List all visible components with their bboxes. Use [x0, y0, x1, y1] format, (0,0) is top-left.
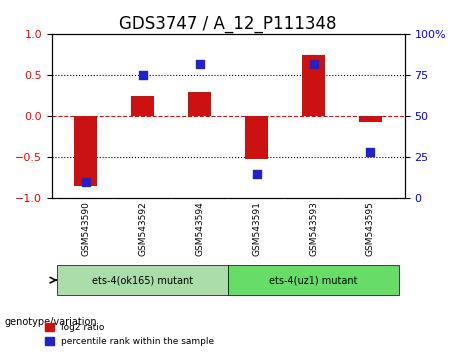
FancyBboxPatch shape — [228, 266, 399, 295]
Title: GDS3747 / A_12_P111348: GDS3747 / A_12_P111348 — [119, 15, 337, 33]
Text: ets-4(ok165) mutant: ets-4(ok165) mutant — [92, 275, 193, 285]
Text: GSM543595: GSM543595 — [366, 201, 375, 256]
Bar — [359, 116, 382, 122]
Bar — [75, 116, 97, 186]
Point — [367, 149, 374, 155]
Text: ets-4(uz1) mutant: ets-4(uz1) mutant — [269, 275, 358, 285]
Point — [139, 73, 147, 78]
Point — [310, 61, 317, 67]
Text: GSM543591: GSM543591 — [252, 201, 261, 256]
Bar — [245, 116, 268, 159]
Point — [253, 171, 260, 176]
Text: GSM543594: GSM543594 — [195, 201, 204, 256]
Point — [196, 61, 203, 67]
Text: genotype/variation: genotype/variation — [5, 317, 97, 327]
Text: GSM543593: GSM543593 — [309, 201, 318, 256]
FancyBboxPatch shape — [58, 266, 228, 295]
Bar — [131, 96, 154, 116]
Legend: log2 ratio, percentile rank within the sample: log2 ratio, percentile rank within the s… — [41, 320, 218, 349]
Bar — [302, 55, 325, 116]
Bar — [189, 92, 211, 116]
Text: GSM543592: GSM543592 — [138, 201, 148, 256]
Point — [82, 179, 89, 185]
Text: GSM543590: GSM543590 — [82, 201, 90, 256]
